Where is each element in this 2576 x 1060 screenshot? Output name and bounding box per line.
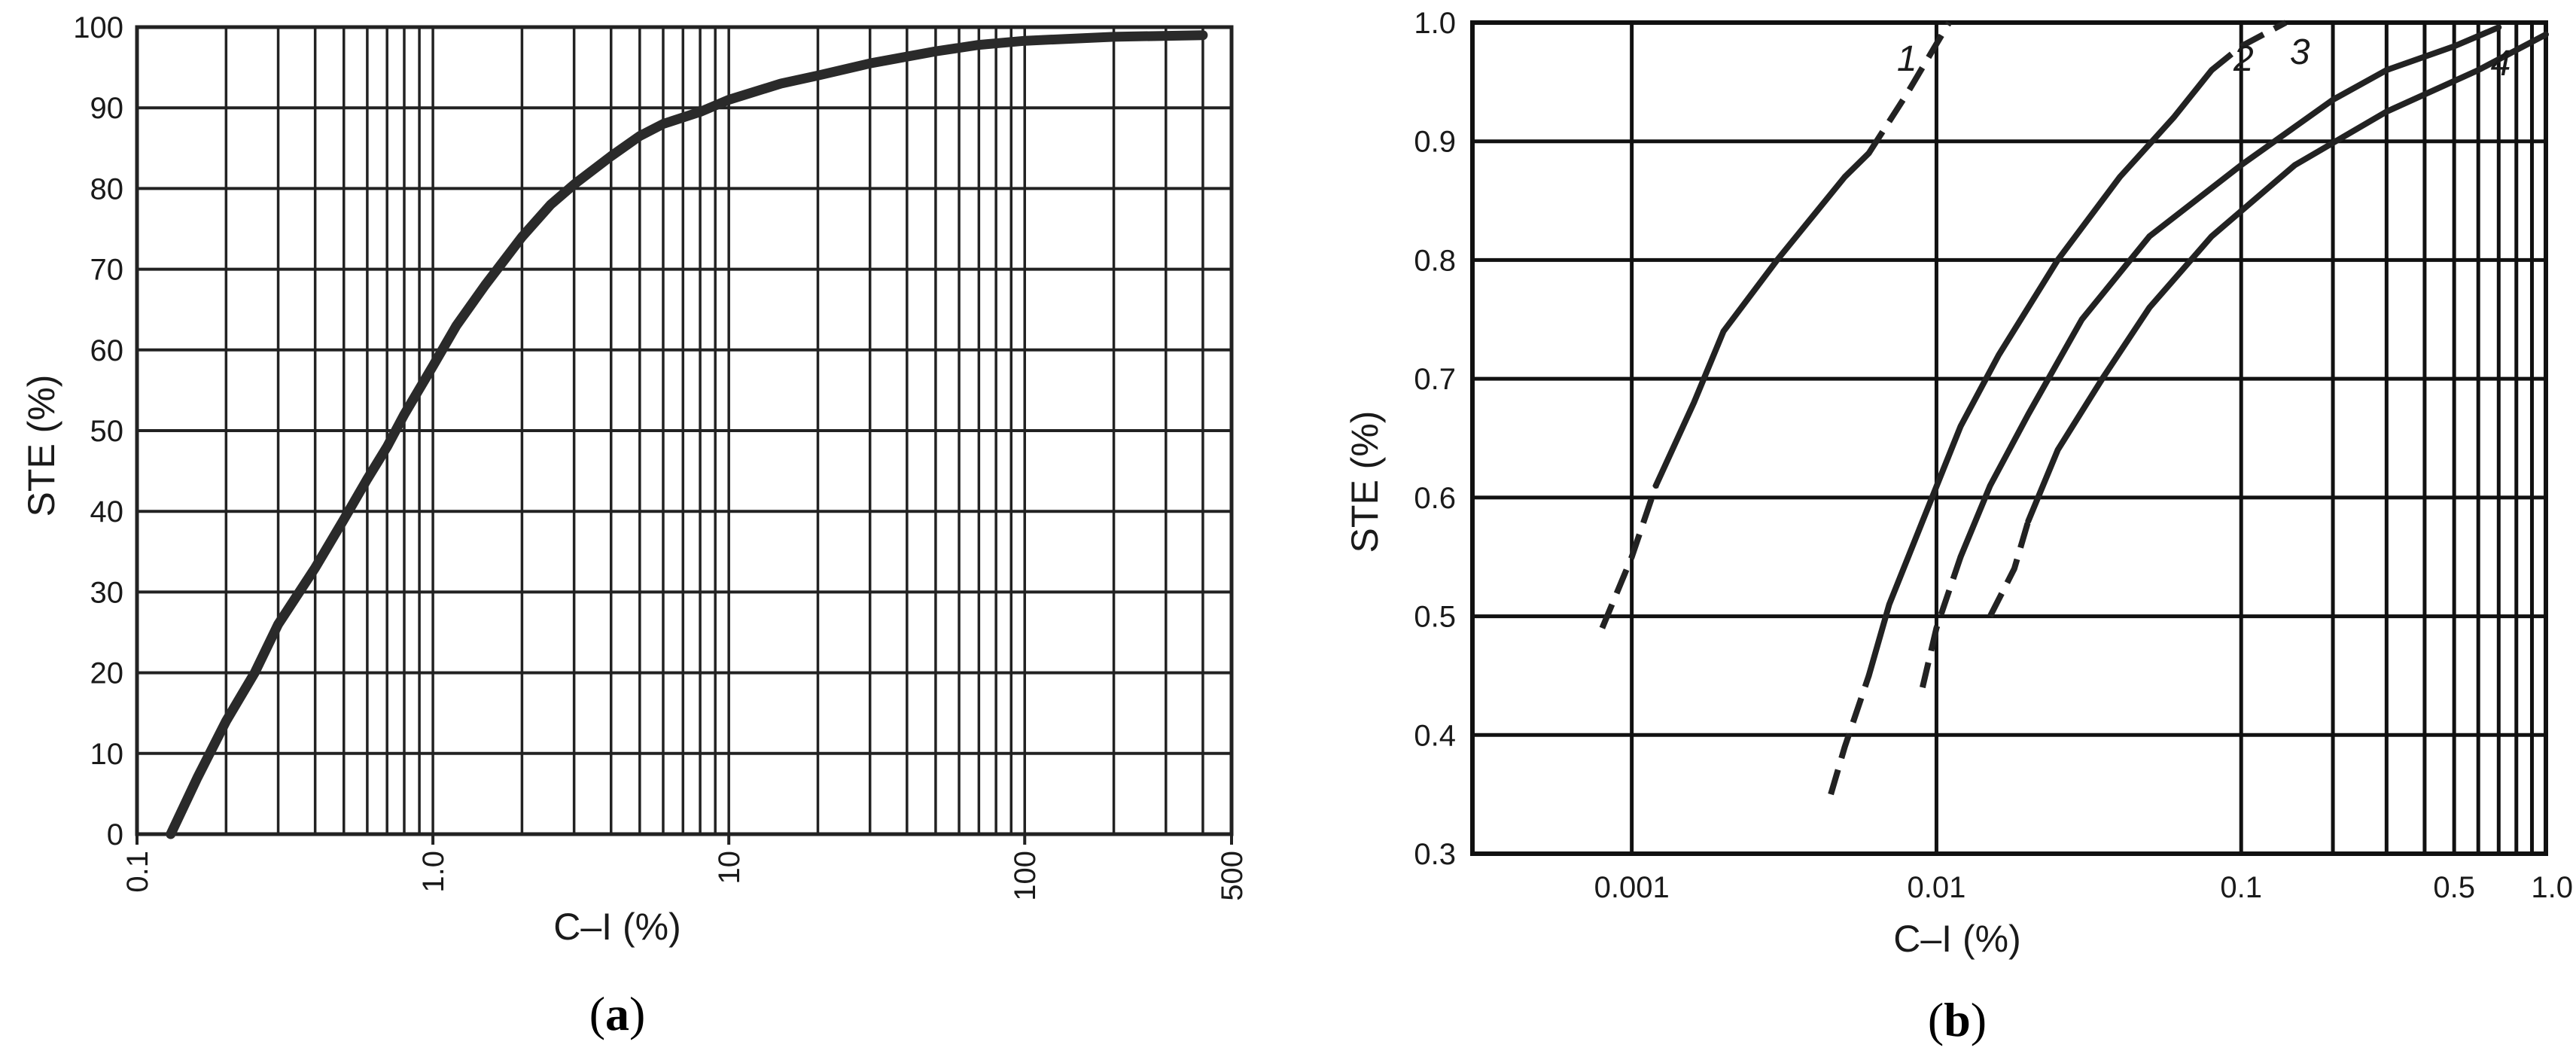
plot-frame [1470, 20, 2548, 856]
y-tick-label: 1.0 [1414, 7, 1456, 40]
panel-b-chart: 0.001 0.01 0.1 0.5 1.0 0.3 0.4 0.5 0.6 0.7 0.8 0.9… [1344, 7, 2573, 1046]
y-tick-label: 30 [90, 576, 124, 609]
y-tick-label: 70 [90, 254, 124, 287]
curve-4-label: 4 [2491, 44, 2511, 84]
ste-curve [166, 30, 1208, 839]
plot-frame [135, 25, 1234, 836]
curve-2-label: 2 [2233, 39, 2254, 79]
y-tick-label: 20 [90, 657, 124, 690]
x-tick-label: 0.001 [1594, 871, 1670, 904]
x-tick-label: 0.5 [2433, 871, 2475, 904]
curve-2-dashed-start [1828, 675, 1872, 796]
panel-a-curves [166, 30, 1208, 839]
panel-b-grid [1470, 20, 2548, 856]
curve-2-solid [1865, 67, 2215, 679]
x-tick-label: 0.01 [1908, 871, 1966, 904]
x-tick-label: 0.1 [2220, 871, 2262, 904]
x-tick-label: 500 [1216, 851, 1249, 901]
y-tick-label: 0.9 [1414, 126, 1456, 159]
x-tick-label: 10 [713, 851, 746, 885]
panel-b-x-ticks: 0.001 0.01 0.1 0.5 1.0 [1594, 871, 2573, 904]
curve-1-label: 1 [1897, 39, 1917, 79]
y-tick-label: 0.5 [1414, 601, 1456, 634]
curve-1-dashed-end [1866, 20, 1952, 155]
panel-a-label: (a) [589, 987, 646, 1040]
x-tick-label: 0.1 [121, 851, 154, 893]
panel-b-curves [1599, 20, 2549, 796]
panel-a-x-ticks: 0.1 1.0 10 100 500 [121, 834, 1249, 901]
y-tick-label: 0.6 [1414, 482, 1456, 515]
y-tick-label: 50 [90, 415, 124, 448]
panel-b-y-axis-title: STE (%) [1344, 411, 1386, 553]
curve-1-dashed-start [1599, 484, 1659, 629]
curve-4-dashed-start [1987, 520, 2032, 618]
panel-a-grid [135, 25, 1234, 836]
x-tick-label: 1.0 [417, 851, 450, 893]
panel-b-label: (b) [1928, 993, 1987, 1046]
panel-b-y-ticks: 0.3 0.4 0.5 0.6 0.7 0.8 0.9 1.0 [1414, 7, 1456, 871]
panel-a-chart: 0.1 1.0 10 100 500 0 10 20 30 40 50 60 70 80 90 100 C–… [20, 11, 1249, 1040]
y-tick-label: 0.7 [1414, 363, 1456, 396]
panel-b-x-axis-title: C–I (%) [1893, 918, 2020, 960]
y-tick-label: 0.8 [1414, 244, 1456, 277]
panel-a-y-axis-title: STE (%) [20, 375, 62, 517]
curve-4-solid [2025, 31, 2549, 525]
panel-a-x-axis-title: C–I (%) [553, 906, 681, 948]
x-tick-label: 1.0 [2531, 871, 2573, 904]
y-tick-label: 90 [90, 92, 124, 125]
y-tick-label: 10 [90, 738, 124, 771]
y-tick-label: 60 [90, 334, 124, 367]
curve-2-dashed-end [2209, 20, 2288, 73]
panel-a-y-ticks: 0 10 20 30 40 50 60 70 80 90 100 [73, 11, 123, 851]
y-tick-label: 100 [73, 11, 123, 44]
curve-1-solid [1652, 150, 1872, 489]
y-tick-label: 0.4 [1414, 719, 1456, 752]
y-tick-label: 0.3 [1414, 838, 1456, 871]
y-tick-label: 0 [107, 818, 123, 851]
y-tick-label: 40 [90, 495, 124, 528]
curve-3-dashed-start [1920, 556, 1964, 689]
y-tick-label: 80 [90, 172, 124, 206]
curve-3-label: 3 [2290, 32, 2310, 72]
curve-3-solid [1957, 24, 2502, 560]
x-tick-label: 100 [1009, 851, 1042, 901]
